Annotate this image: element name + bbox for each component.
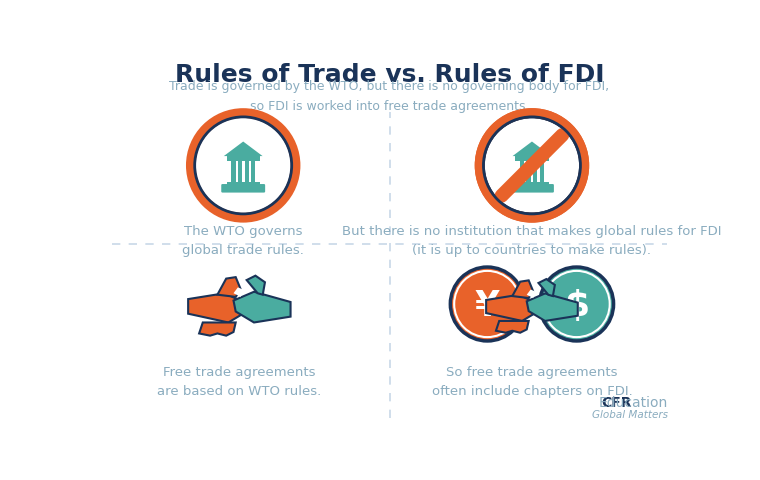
Text: Trade is governed by the WTO, but there is no governing body for FDI,
so FDI is : Trade is governed by the WTO, but there … [169,80,610,113]
Circle shape [451,267,524,341]
Text: Education: Education [599,396,668,410]
Circle shape [478,111,586,219]
Text: Rules of Trade vs. Rules of FDI: Rules of Trade vs. Rules of FDI [175,62,604,86]
FancyArrowPatch shape [502,135,562,196]
FancyBboxPatch shape [221,184,265,192]
FancyBboxPatch shape [251,161,255,182]
Polygon shape [527,293,578,321]
Text: $: $ [564,288,589,323]
FancyBboxPatch shape [534,161,537,182]
FancyBboxPatch shape [520,161,524,182]
Polygon shape [539,279,555,296]
Text: ¥: ¥ [475,288,500,323]
Polygon shape [217,277,241,297]
Text: Global Matters: Global Matters [592,409,668,420]
Text: Free trade agreements
are based on WTO rules.: Free trade agreements are based on WTO r… [157,366,321,397]
FancyBboxPatch shape [515,156,549,161]
FancyBboxPatch shape [245,161,249,182]
Polygon shape [512,280,534,298]
FancyBboxPatch shape [231,161,236,182]
Polygon shape [233,288,243,297]
Polygon shape [496,321,529,333]
FancyBboxPatch shape [527,161,530,182]
FancyBboxPatch shape [226,156,260,161]
Polygon shape [512,142,551,156]
FancyBboxPatch shape [515,182,549,185]
FancyBboxPatch shape [238,161,242,182]
FancyBboxPatch shape [226,182,260,185]
Polygon shape [527,289,535,298]
Circle shape [540,267,613,341]
Polygon shape [188,293,247,323]
Text: The WTO governs
global trade rules.: The WTO governs global trade rules. [182,226,304,257]
Text: CFR: CFR [602,396,632,410]
Polygon shape [223,142,263,156]
Polygon shape [486,295,539,321]
Text: So free trade agreements
often include chapters on FDI.: So free trade agreements often include c… [432,366,632,397]
FancyBboxPatch shape [510,184,554,192]
Circle shape [189,111,297,219]
FancyBboxPatch shape [540,161,543,182]
Text: But there is no institution that makes global rules for FDI
(it is up to countri: But there is no institution that makes g… [342,226,722,257]
Polygon shape [199,323,236,336]
Polygon shape [233,292,290,323]
Polygon shape [247,276,265,295]
